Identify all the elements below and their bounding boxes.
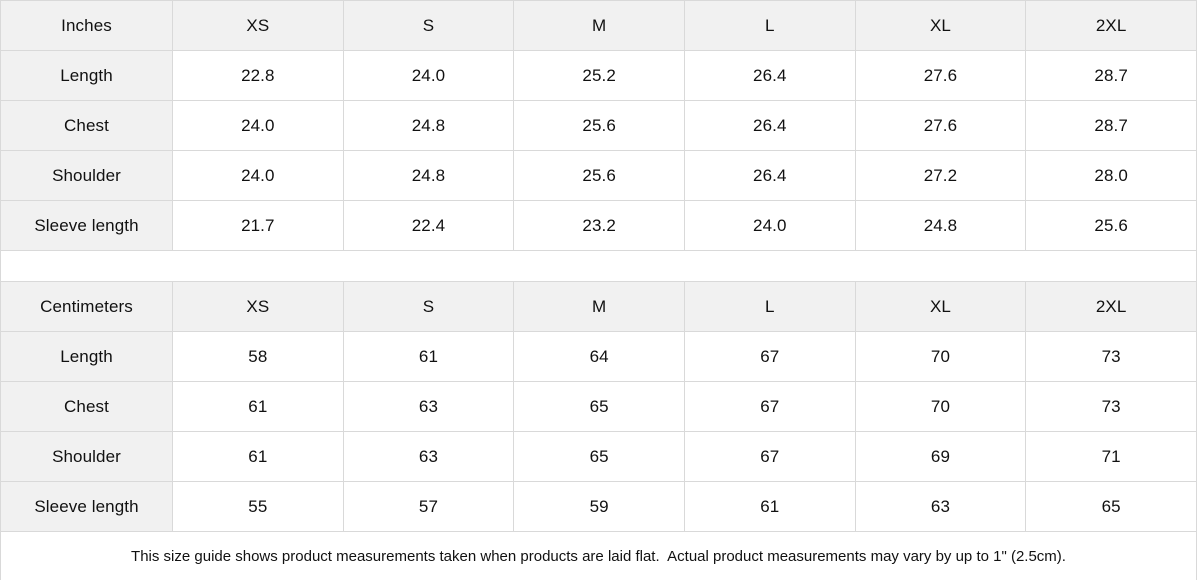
- value-cell: 24.0: [342, 50, 515, 101]
- value-cell: 70: [854, 381, 1027, 432]
- value-cell: 67: [683, 431, 856, 482]
- value-cell: 24.8: [342, 100, 515, 151]
- value-cell: 21.7: [172, 200, 344, 251]
- value-cell: 25.2: [513, 50, 685, 101]
- size-header-cell: XL: [854, 0, 1027, 51]
- footnote: This size guide shows product measuremen…: [0, 532, 1197, 580]
- value-cell: 25.6: [513, 100, 685, 151]
- value-cell: 64: [513, 331, 685, 382]
- measurement-row: Shoulder 24.0 24.8 25.6 26.4 27.2 28.0: [0, 150, 1197, 201]
- value-cell: 22.8: [172, 50, 344, 101]
- value-cell: 67: [683, 331, 856, 382]
- measurement-row: Sleeve length 21.7 22.4 23.2 24.0 24.8 25.6: [0, 200, 1197, 251]
- value-cell: 61: [683, 481, 856, 532]
- measurement-row: Shoulder 61 63 65 67 69 71: [0, 431, 1197, 482]
- row-label-cell: Length: [0, 50, 173, 101]
- value-cell: 63: [854, 481, 1027, 532]
- row-label-cell: Chest: [0, 381, 173, 432]
- row-label-cell: Chest: [0, 100, 173, 151]
- size-header-cell: 2XL: [1025, 0, 1197, 51]
- value-cell: 24.0: [172, 100, 344, 151]
- size-header-cell: 2XL: [1025, 281, 1197, 332]
- value-cell: 61: [172, 381, 344, 432]
- size-header-cell: L: [683, 281, 856, 332]
- size-header-cell: M: [513, 0, 685, 51]
- value-cell: 69: [854, 431, 1027, 482]
- size-header-cell: S: [342, 281, 515, 332]
- row-label-cell: Sleeve length: [0, 481, 173, 532]
- value-cell: 24.0: [683, 200, 856, 251]
- value-cell: 28.7: [1025, 50, 1197, 101]
- value-cell: 27.6: [854, 100, 1027, 151]
- value-cell: 28.0: [1025, 150, 1197, 201]
- value-cell: 26.4: [683, 150, 856, 201]
- value-cell: 25.6: [513, 150, 685, 201]
- row-label-cell: Shoulder: [0, 431, 173, 482]
- value-cell: 22.4: [342, 200, 515, 251]
- value-cell: 55: [172, 481, 344, 532]
- measurement-row: Chest 24.0 24.8 25.6 26.4 27.6 28.7: [0, 100, 1197, 151]
- value-cell: 24.0: [172, 150, 344, 201]
- measurement-row: Length 58 61 64 67 70 73: [0, 331, 1197, 382]
- value-cell: 59: [513, 481, 685, 532]
- value-cell: 24.8: [342, 150, 515, 201]
- row-label-cell: Length: [0, 331, 173, 382]
- measurement-row: Length 22.8 24.0 25.2 26.4 27.6 28.7: [0, 50, 1197, 101]
- unit-header-cell: Centimeters: [0, 281, 173, 332]
- value-cell: 61: [172, 431, 344, 482]
- value-cell: 58: [172, 331, 344, 382]
- value-cell: 57: [342, 481, 515, 532]
- value-cell: 65: [513, 431, 685, 482]
- header-row: Inches XS S M L XL 2XL: [0, 0, 1197, 51]
- value-cell: 26.4: [683, 50, 856, 101]
- value-cell: 23.2: [513, 200, 685, 251]
- value-cell: 24.8: [854, 200, 1027, 251]
- size-header-cell: XS: [172, 281, 344, 332]
- table-separator: [0, 251, 1197, 281]
- value-cell: 28.7: [1025, 100, 1197, 151]
- row-label-cell: Sleeve length: [0, 200, 173, 251]
- measurement-row: Sleeve length 55 57 59 61 63 65: [0, 481, 1197, 532]
- size-header-cell: M: [513, 281, 685, 332]
- value-cell: 61: [342, 331, 515, 382]
- value-cell: 65: [513, 381, 685, 432]
- value-cell: 25.6: [1025, 200, 1197, 251]
- value-cell: 65: [1025, 481, 1197, 532]
- value-cell: 27.2: [854, 150, 1027, 201]
- size-header-cell: S: [342, 0, 515, 51]
- header-row: Centimeters XS S M L XL 2XL: [0, 281, 1197, 332]
- unit-header-cell: Inches: [0, 0, 173, 51]
- value-cell: 63: [342, 431, 515, 482]
- centimeters-table: Centimeters XS S M L XL 2XL Length 58 61 64 67 70 73 C…: [0, 281, 1197, 532]
- size-header-cell: L: [683, 0, 856, 51]
- inches-table: Inches XS S M L XL 2XL Length 22.8 24.0 25.2 26.4 27…: [0, 0, 1197, 251]
- value-cell: 73: [1025, 331, 1197, 382]
- value-cell: 73: [1025, 381, 1197, 432]
- value-cell: 63: [342, 381, 515, 432]
- measurement-row: Chest 61 63 65 67 70 73: [0, 381, 1197, 432]
- value-cell: 26.4: [683, 100, 856, 151]
- size-header-cell: XL: [854, 281, 1027, 332]
- value-cell: 27.6: [854, 50, 1027, 101]
- value-cell: 67: [683, 381, 856, 432]
- value-cell: 71: [1025, 431, 1197, 482]
- value-cell: 70: [854, 331, 1027, 382]
- row-label-cell: Shoulder: [0, 150, 173, 201]
- size-header-cell: XS: [172, 0, 344, 51]
